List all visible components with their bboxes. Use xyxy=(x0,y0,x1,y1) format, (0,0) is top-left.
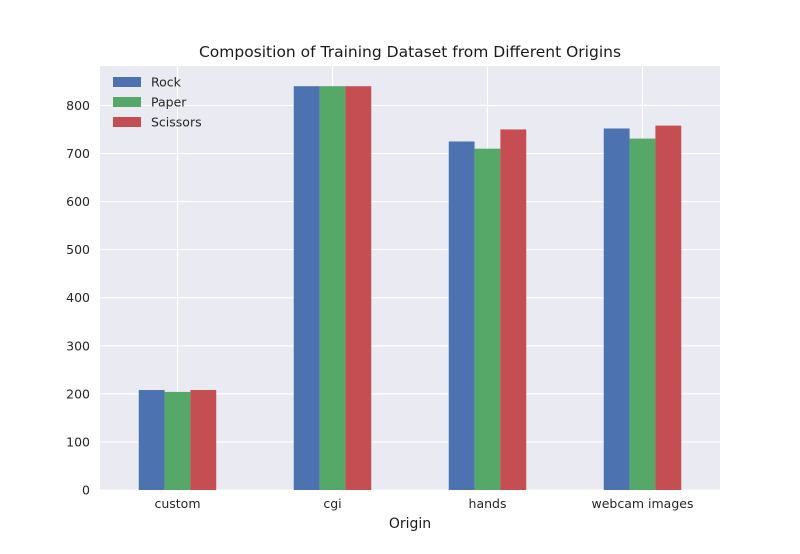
legend-item-scissors: Scissors xyxy=(113,115,202,130)
y-tick-label: 700 xyxy=(66,146,90,161)
bar-rock-cgi xyxy=(293,86,320,490)
bar-scissors-custom xyxy=(190,390,217,490)
legend-label: Scissors xyxy=(151,115,202,130)
y-tick-label: 600 xyxy=(66,194,90,209)
bar-paper-webcam-images xyxy=(629,138,656,490)
bar-paper-custom xyxy=(164,391,191,490)
x-axis-ticks: custom cgi hands webcam images xyxy=(154,496,693,511)
legend-swatch xyxy=(113,77,141,87)
x-tick-label: custom xyxy=(154,496,200,511)
bar-rock-webcam-images xyxy=(603,128,630,490)
x-tick-label: webcam images xyxy=(592,496,694,511)
y-tick-label: 400 xyxy=(66,290,90,305)
legend-label: Rock xyxy=(151,75,182,90)
legend: Rock Paper Scissors xyxy=(113,75,202,130)
legend-swatch xyxy=(113,117,141,127)
bar-paper-cgi xyxy=(319,86,346,490)
y-tick-label: 100 xyxy=(66,434,90,449)
legend-swatch xyxy=(113,97,141,107)
bar-scissors-webcam-images xyxy=(655,125,682,490)
legend-item-rock: Rock xyxy=(113,75,182,90)
bar-rock-custom xyxy=(138,390,165,490)
legend-label: Paper xyxy=(151,95,187,110)
bar-scissors-hands xyxy=(500,129,527,490)
bar-scissors-cgi xyxy=(345,86,372,490)
bar-paper-hands xyxy=(474,148,501,490)
x-axis-label: Origin xyxy=(389,516,431,532)
y-tick-label: 0 xyxy=(82,483,90,498)
bar-rock-hands xyxy=(448,141,475,490)
y-axis-ticks: 0 100 200 300 400 500 600 700 800 xyxy=(66,98,90,498)
y-tick-label: 300 xyxy=(66,338,90,353)
y-tick-label: 800 xyxy=(66,98,90,113)
legend-item-paper: Paper xyxy=(113,95,187,110)
series-paper xyxy=(164,86,656,490)
x-tick-label: cgi xyxy=(323,496,341,511)
y-tick-label: 200 xyxy=(66,386,90,401)
series-scissors xyxy=(190,86,682,490)
bars xyxy=(138,86,682,490)
chart-title: Composition of Training Dataset from Dif… xyxy=(199,43,621,61)
x-tick-label: hands xyxy=(469,496,507,511)
y-tick-label: 500 xyxy=(66,242,90,257)
series-rock xyxy=(138,86,630,490)
